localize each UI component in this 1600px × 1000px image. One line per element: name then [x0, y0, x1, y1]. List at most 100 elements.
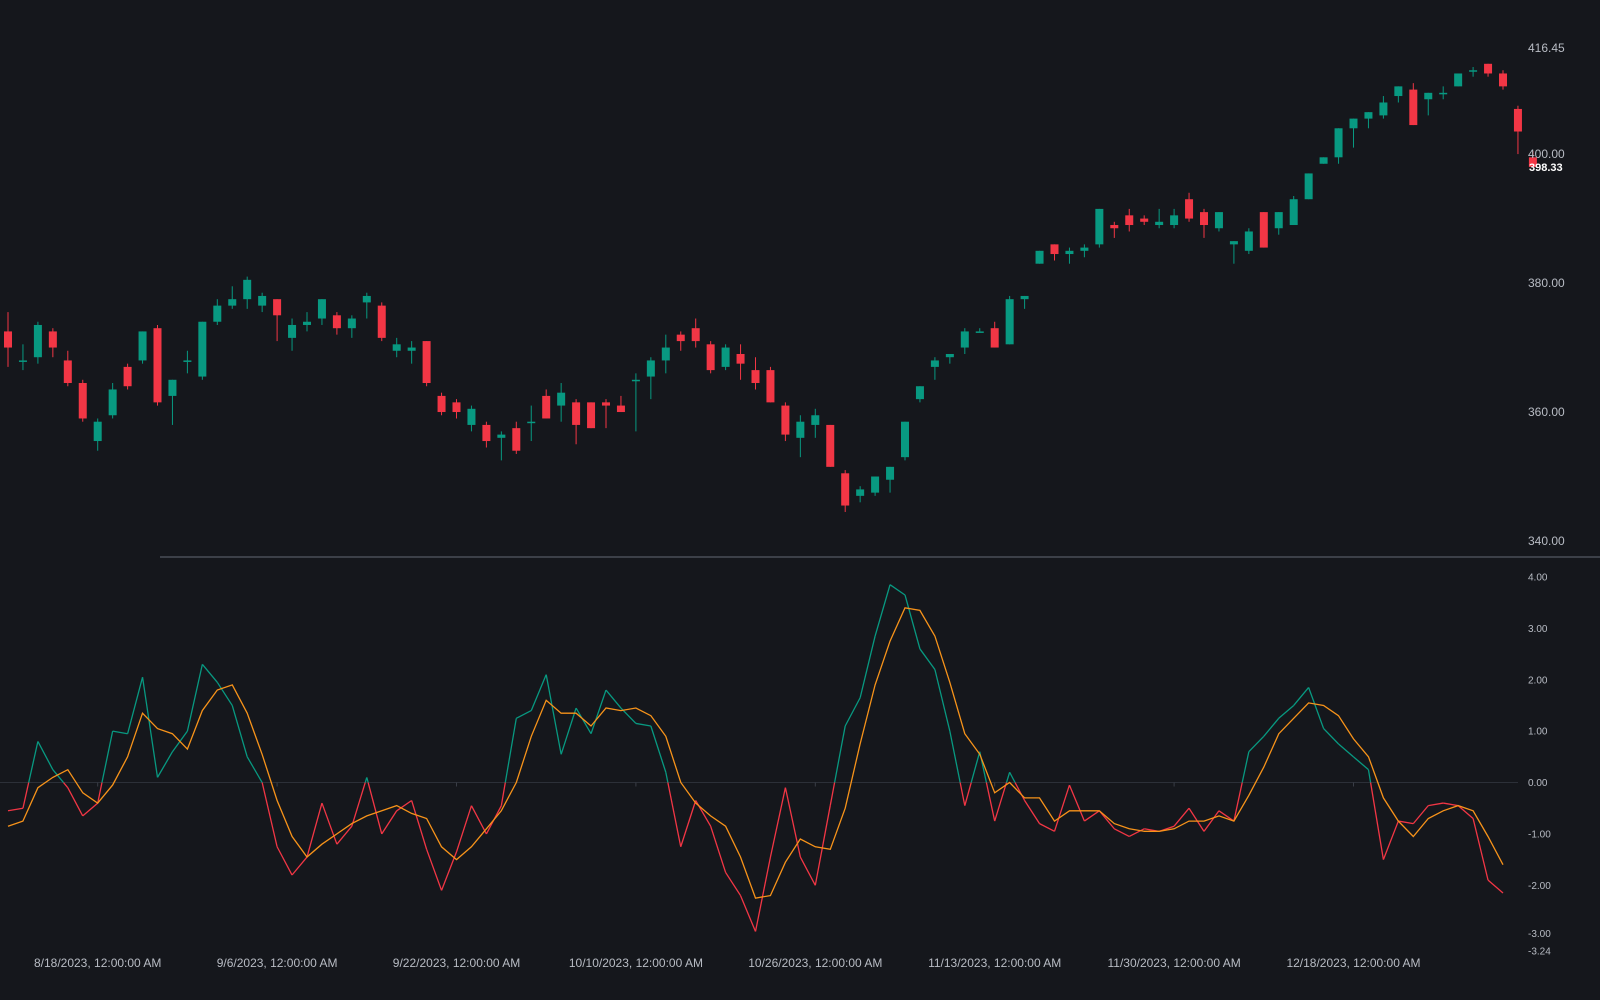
- oscillator-segment: [650, 725, 667, 773]
- price-axis[interactable]: 416.45 400.00 380.00 360.00 340.00 398.33: [1528, 41, 1565, 548]
- candle-body: [153, 328, 162, 403]
- oscillator-segment: [1263, 717, 1280, 737]
- candle-body: [1289, 199, 1298, 226]
- oscillator-segment: [605, 689, 622, 709]
- candle-body: [676, 334, 685, 342]
- oscillator-segment: [366, 777, 369, 783]
- oscillator-segment: [964, 782, 972, 806]
- candle-body: [422, 341, 431, 384]
- oscillator-segment: [500, 782, 506, 806]
- candle-body: [721, 347, 730, 367]
- candle-body: [1274, 212, 1283, 229]
- oscillator-tick-label: -2.00: [1528, 881, 1551, 892]
- oscillator-segment: [545, 674, 562, 755]
- price-tick-label: 400.00: [1528, 147, 1565, 161]
- oscillator-tick-label: -1.00: [1528, 829, 1551, 840]
- oscillator-segment: [336, 825, 353, 845]
- oscillator-segment: [7, 807, 24, 812]
- candle-body: [1020, 295, 1029, 300]
- oscillator-segment: [1369, 782, 1385, 860]
- oscillator-segment: [321, 802, 338, 845]
- oscillator-segment: [833, 725, 846, 783]
- candle-body: [1095, 208, 1104, 245]
- candle-body: [781, 405, 790, 435]
- oscillator-segment: [949, 731, 961, 783]
- candle-body: [407, 347, 416, 351]
- candle-body: [915, 386, 924, 400]
- oscillator-tick-label: -3.00: [1528, 929, 1551, 940]
- oscillator-segment: [769, 787, 787, 858]
- candle-body: [542, 395, 551, 419]
- oscillator-segment: [1338, 743, 1354, 758]
- candle-body: [317, 299, 326, 319]
- oscillator-segment: [411, 800, 428, 850]
- oscillator-segment: [276, 846, 293, 876]
- time-tick-label: 9/22/2023, 12:00:00 AM: [393, 956, 520, 970]
- price-pane: [4, 63, 1537, 512]
- candle-body: [811, 415, 820, 425]
- oscillator-segment: [1457, 805, 1474, 819]
- oscillator-segment: [455, 805, 473, 853]
- oscillator-segment: [1472, 818, 1489, 881]
- candle-body: [198, 321, 207, 377]
- oscillator-segment: [1293, 687, 1310, 706]
- candle-body: [886, 466, 895, 480]
- candle-body: [1409, 89, 1418, 126]
- oscillator-segment: [1233, 782, 1243, 822]
- oscillator-segment: [470, 805, 487, 835]
- oscillator-segment: [985, 782, 996, 822]
- oscillator-segment: [28, 741, 39, 783]
- candle-body: [736, 353, 745, 364]
- oscillator-axis[interactable]: 4.00 3.00 2.00 1.00 0.00 -1.00 -2.00 -3.00 -3.24: [1528, 573, 1551, 958]
- candle-body: [1349, 118, 1358, 129]
- candle-body: [1469, 70, 1478, 72]
- oscillator-segment: [1241, 751, 1250, 783]
- signal-line: [7, 607, 1504, 899]
- oscillator-segment: [396, 799, 413, 812]
- oscillator-segment: [859, 635, 876, 698]
- candle-body: [497, 434, 506, 438]
- oscillator-segment: [1398, 820, 1414, 825]
- candle-body: [258, 295, 267, 306]
- candle-body: [766, 370, 775, 403]
- oscillator-segment: [1084, 810, 1100, 822]
- oscillator-segment: [1014, 782, 1026, 801]
- candle-body: [691, 328, 700, 342]
- oscillator-segment: [1308, 687, 1325, 729]
- candle-body: [168, 379, 177, 396]
- oscillator-segment: [1248, 735, 1265, 753]
- oscillator-segment: [1278, 704, 1295, 719]
- candle-body: [945, 353, 954, 358]
- oscillator-segment: [82, 802, 99, 817]
- candle-body: [228, 299, 237, 306]
- price-tick-label: 340.00: [1528, 534, 1565, 548]
- oscillator-segment: [126, 677, 144, 734]
- oscillator-segment: [754, 856, 772, 932]
- candle-body: [392, 344, 401, 351]
- candle-body: [78, 383, 87, 419]
- time-axis[interactable]: 8/18/2023, 12:00:00 AM 9/6/2023, 12:00:00…: [34, 956, 1421, 970]
- candle-body: [303, 321, 311, 325]
- candle-body: [841, 473, 850, 506]
- oscillator-segment: [889, 584, 906, 596]
- candle-body: [1110, 225, 1119, 229]
- candle-body: [1080, 247, 1089, 251]
- oscillator-segment: [1203, 810, 1220, 832]
- oscillator-segment: [1114, 828, 1130, 838]
- price-tick-label: 360.00: [1528, 405, 1565, 419]
- candle-body: [1394, 86, 1403, 97]
- oscillator-segment: [575, 707, 592, 735]
- candle-body: [512, 428, 521, 451]
- candle-body: [1035, 250, 1044, 264]
- candle-body: [930, 360, 939, 367]
- candle-body: [1170, 215, 1179, 226]
- oscillator-segment: [112, 730, 128, 735]
- oscillator-segment: [667, 782, 682, 847]
- candle-body: [1214, 212, 1223, 229]
- oscillator-tick-label: 0.00: [1528, 778, 1548, 789]
- oscillator-segment: [306, 802, 323, 858]
- candle-body: [587, 402, 596, 429]
- candle-body: [33, 324, 42, 358]
- oscillator-segment: [22, 782, 30, 809]
- candle-body: [1200, 212, 1208, 226]
